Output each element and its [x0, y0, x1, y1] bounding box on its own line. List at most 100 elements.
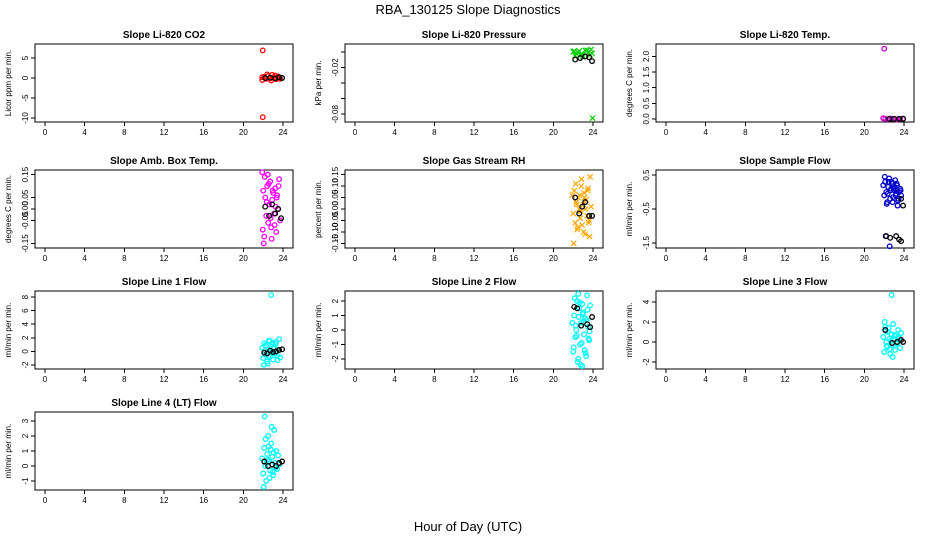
data-point	[260, 187, 267, 194]
data-point	[575, 290, 582, 297]
data-point	[261, 233, 268, 240]
x-tick-label: 0	[664, 254, 669, 263]
y-tick-label: -2	[331, 355, 340, 363]
panel-title: Slope Line 1 Flow	[122, 277, 207, 288]
x-tick-label: 4	[392, 128, 397, 137]
x-tick-label: 12	[160, 128, 169, 137]
data-point	[276, 74, 283, 81]
series-hourly-mean	[261, 458, 286, 469]
data-point	[883, 200, 890, 207]
data-point	[586, 54, 593, 61]
data-point	[898, 330, 905, 336]
x-tick-label: 0	[353, 375, 358, 384]
x-tick-label: 8	[743, 254, 748, 263]
y-tick-label: -1.5	[642, 235, 651, 249]
data-point	[884, 190, 891, 197]
y-tick-label: -0.5	[642, 202, 651, 216]
x-tick-label: 24	[900, 254, 909, 263]
data-point	[577, 341, 584, 348]
data-point	[262, 436, 269, 442]
y-tick-label: -2	[642, 358, 651, 366]
data-point	[900, 115, 907, 122]
data-point	[584, 306, 591, 313]
x-tick-label: 20	[239, 128, 248, 137]
data-point	[890, 321, 897, 327]
data-point	[581, 194, 588, 201]
data-point	[264, 451, 271, 457]
data-point	[259, 169, 266, 176]
y-tick-label: 3	[21, 418, 30, 423]
plot-frame	[655, 43, 915, 123]
panel-title: Slope Li-820 CO2	[123, 30, 206, 41]
y-tick-label: -0.02	[331, 58, 340, 77]
y-tick-label: 0.15	[21, 166, 30, 182]
data-point	[260, 484, 267, 490]
data-point	[269, 187, 276, 194]
y-tick-label: 0.5	[642, 97, 651, 109]
data-point	[580, 318, 587, 325]
y-tick-label: -0.10	[331, 222, 340, 241]
data-point	[265, 219, 272, 226]
data-point	[579, 363, 586, 370]
y-tick-label: -1	[331, 340, 340, 348]
y-tick-label: -0.08	[331, 105, 340, 124]
data-point	[588, 203, 595, 210]
data-point	[571, 303, 578, 310]
x-tick-label: 24	[279, 128, 288, 137]
data-point	[894, 202, 901, 209]
plot-frame	[344, 290, 604, 370]
plot-frame	[34, 290, 294, 370]
data-point	[587, 173, 594, 180]
panel-title: Slope Sample Flow	[739, 156, 830, 167]
plot-frame	[655, 169, 915, 249]
y-axis-label: degrees C per min.	[625, 49, 634, 117]
data-point	[263, 212, 270, 219]
x-tick-label: 20	[239, 375, 248, 384]
data-point	[882, 327, 889, 333]
data-point	[888, 292, 895, 298]
y-axis-label: ml/min per min.	[314, 303, 323, 358]
y-tick-label: 0	[21, 75, 30, 80]
plot-frame	[655, 290, 915, 370]
data-point	[900, 202, 907, 209]
y-tick-label: 0	[21, 349, 30, 354]
x-tick-label: 8	[122, 496, 127, 505]
data-point	[276, 176, 283, 183]
data-point	[273, 194, 280, 201]
data-point	[269, 469, 276, 475]
data-point	[584, 292, 591, 299]
y-tick-label: 5	[21, 55, 30, 60]
data-point	[897, 187, 904, 194]
y-tick-label: 0.10	[331, 178, 340, 194]
data-point	[585, 335, 592, 342]
data-point	[577, 55, 584, 61]
x-tick-label: 0	[43, 496, 48, 505]
x-tick-label: 20	[860, 128, 869, 137]
x-tick-label: 20	[860, 254, 869, 263]
x-tick-label: 24	[589, 128, 598, 137]
series-slopes	[569, 290, 594, 370]
series-slopes	[569, 173, 595, 247]
plot-frame	[344, 169, 604, 249]
panel-title: Slope Gas Stream RH	[423, 156, 526, 167]
data-point	[584, 47, 591, 54]
data-point	[900, 339, 907, 345]
y-tick-label: 0.5	[642, 169, 651, 181]
data-point	[576, 305, 583, 312]
y-tick-label: 1	[331, 313, 340, 318]
x-tick-label: 16	[509, 128, 518, 137]
data-point	[586, 212, 593, 219]
data-point	[270, 349, 277, 355]
data-point	[579, 203, 586, 210]
x-tick-label: 4	[82, 254, 87, 263]
data-point	[892, 347, 899, 353]
y-tick-label: 2	[331, 298, 340, 303]
y-tick-label: 0.05	[331, 189, 340, 205]
data-point	[574, 305, 581, 312]
x-tick-label: 8	[432, 128, 437, 137]
data-point	[898, 195, 905, 202]
x-tick-label: 8	[432, 254, 437, 263]
